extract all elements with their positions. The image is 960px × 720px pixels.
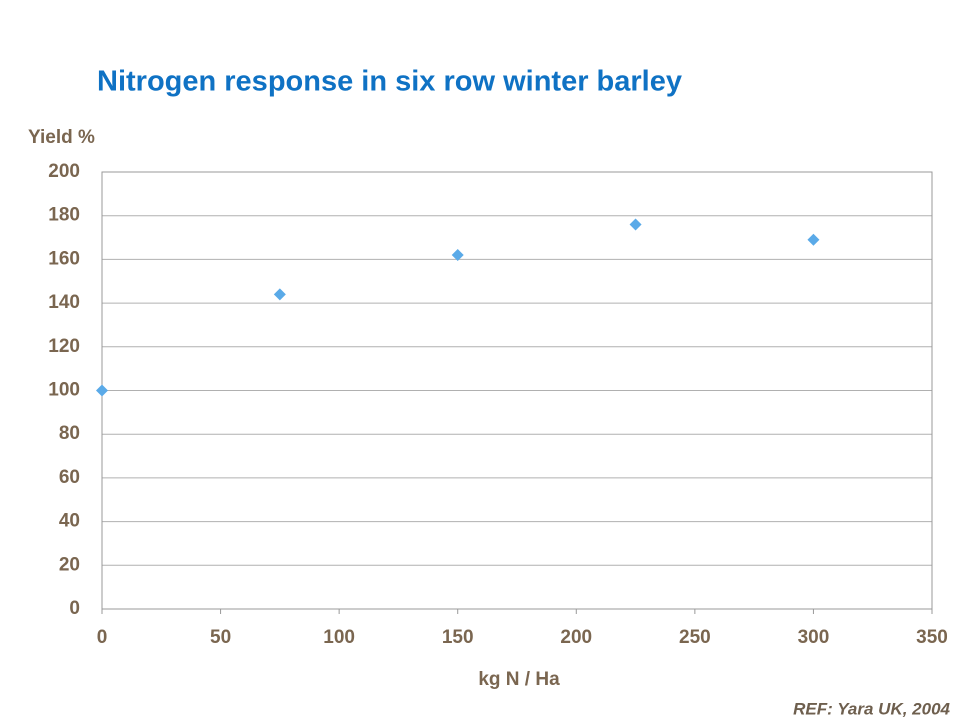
y-tick-label: 20 — [59, 554, 80, 575]
data-point — [96, 384, 108, 397]
data-point — [629, 218, 642, 231]
y-tick-label: 180 — [48, 205, 80, 226]
x-axis-label: kg N / Ha — [478, 669, 560, 690]
x-tick-label: 250 — [679, 627, 711, 648]
data-point — [451, 249, 464, 262]
y-tick-label: 60 — [59, 467, 80, 488]
x-tick-label: 200 — [560, 627, 592, 648]
y-axis-label: Yield % — [28, 127, 95, 148]
y-tick-label: 80 — [59, 423, 80, 444]
y-tick-label: 160 — [48, 248, 80, 269]
y-tick-label: 120 — [48, 336, 80, 357]
x-tick-label: 150 — [442, 627, 474, 648]
x-tick-label: 300 — [798, 627, 830, 648]
y-tick-label: 100 — [48, 380, 80, 401]
y-tick-label: 40 — [59, 511, 80, 532]
x-tick-label: 50 — [210, 627, 231, 648]
x-tick-label: 0 — [97, 627, 108, 648]
y-tick-label: 140 — [48, 292, 80, 313]
y-tick-label: 0 — [69, 598, 80, 619]
x-tick-label: 100 — [323, 627, 355, 648]
y-tick-label: 200 — [48, 161, 80, 182]
data-point — [807, 233, 820, 246]
x-tick-label: 350 — [916, 627, 948, 648]
chart-title: Nitrogen response in six row winter barl… — [97, 66, 682, 98]
data-point — [273, 288, 286, 301]
source-note: REF: Yara UK, 2004 — [793, 699, 950, 718]
